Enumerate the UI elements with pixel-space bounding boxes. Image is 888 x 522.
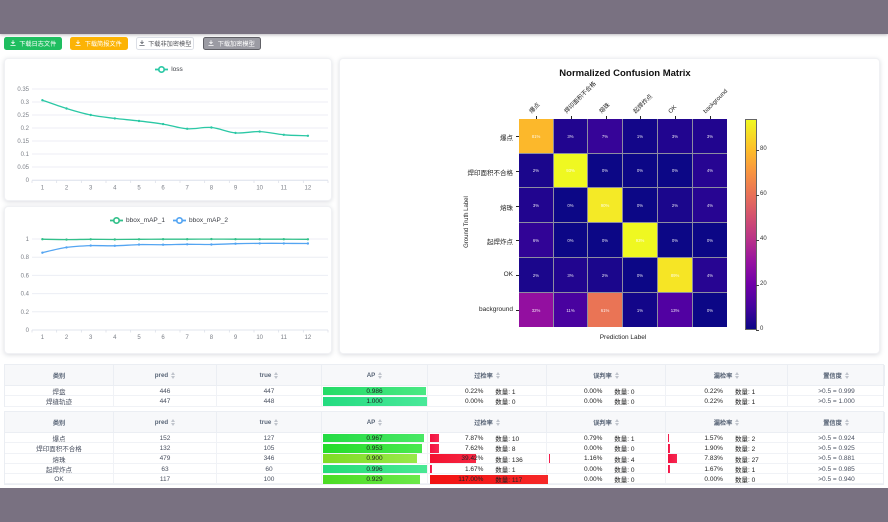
svg-text:1: 1 [41, 335, 45, 341]
svg-text:0.1: 0.1 [21, 152, 30, 158]
svg-text:12: 12 [305, 335, 312, 341]
svg-text:0.8: 0.8 [21, 255, 30, 261]
svg-text:10: 10 [256, 186, 263, 192]
svg-text:0.25: 0.25 [17, 113, 29, 119]
svg-text:5: 5 [137, 335, 141, 341]
svg-text:1: 1 [26, 237, 30, 243]
svg-text:2: 2 [65, 186, 69, 192]
svg-text:4: 4 [113, 335, 117, 341]
svg-text:12: 12 [305, 186, 312, 192]
svg-text:3: 3 [89, 186, 93, 192]
svg-text:9: 9 [234, 335, 238, 341]
svg-text:8: 8 [210, 335, 214, 341]
svg-text:11: 11 [281, 186, 288, 192]
svg-text:5: 5 [137, 186, 141, 192]
svg-text:9: 9 [234, 186, 238, 192]
svg-text:0.15: 0.15 [17, 139, 29, 145]
svg-text:8: 8 [210, 186, 214, 192]
svg-text:2: 2 [65, 335, 69, 341]
svg-text:0.3: 0.3 [21, 100, 30, 106]
svg-text:0: 0 [26, 178, 30, 184]
svg-text:7: 7 [186, 335, 190, 341]
svg-text:0.35: 0.35 [17, 87, 29, 93]
svg-text:7: 7 [186, 186, 190, 192]
svg-text:0.6: 0.6 [21, 273, 30, 279]
svg-text:0: 0 [26, 328, 30, 334]
svg-text:1: 1 [41, 186, 45, 192]
svg-text:10: 10 [256, 335, 263, 341]
svg-text:6: 6 [161, 186, 165, 192]
svg-text:0.05: 0.05 [17, 165, 29, 171]
svg-text:3: 3 [89, 335, 93, 341]
svg-text:0.4: 0.4 [21, 292, 30, 298]
svg-text:11: 11 [281, 335, 288, 341]
svg-text:6: 6 [161, 335, 165, 341]
svg-text:0.2: 0.2 [21, 126, 30, 132]
svg-text:0.2: 0.2 [21, 310, 30, 316]
svg-text:4: 4 [113, 186, 117, 192]
